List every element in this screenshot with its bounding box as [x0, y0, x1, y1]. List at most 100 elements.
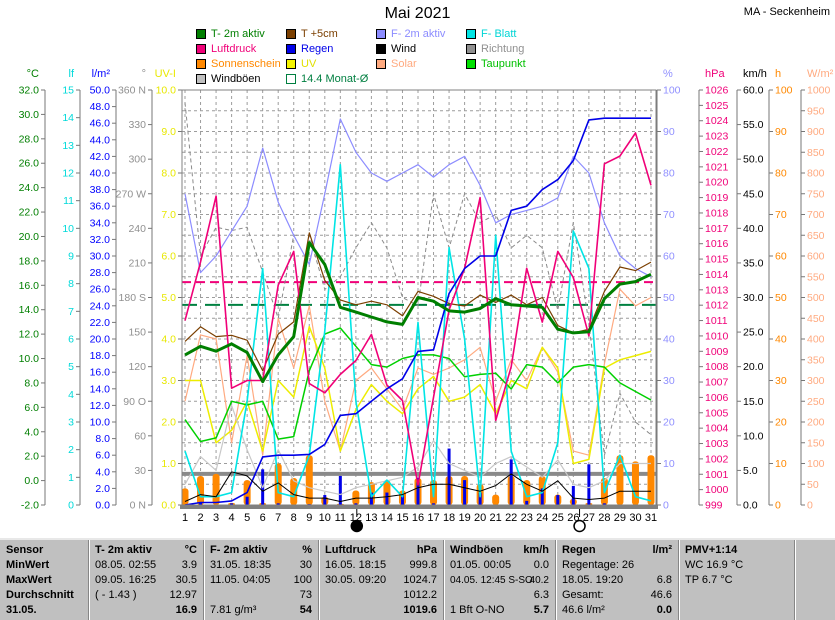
- svg-text:4.0: 4.0: [161, 334, 176, 346]
- svg-text:50: 50: [775, 292, 787, 304]
- svg-text:36.0: 36.0: [90, 201, 111, 213]
- day-label: 31: [645, 512, 657, 524]
- svg-text:0 N: 0 N: [130, 500, 146, 512]
- svg-text:28.0: 28.0: [19, 133, 40, 145]
- day-label: 13: [365, 512, 377, 524]
- table-col-regen: Regen l/m² Regentage: 26 18.05. 19:20 6.8 …: [555, 540, 678, 620]
- svg-text:250: 250: [807, 396, 825, 408]
- max-value: 6.8: [656, 574, 672, 586]
- svg-text:6.0: 6.0: [161, 251, 176, 263]
- day-label: 22: [505, 512, 517, 524]
- svg-text:120: 120: [128, 361, 146, 373]
- svg-text:1011: 1011: [705, 315, 728, 327]
- svg-text:45.0: 45.0: [743, 188, 764, 200]
- svg-text:3: 3: [68, 417, 74, 429]
- bar-sonnenschein: [197, 475, 205, 505]
- axis-unit-lf: lf: [69, 68, 75, 80]
- bar-regen-taeglich: [230, 503, 234, 505]
- cur-value: 5.7: [533, 604, 549, 616]
- corner-label: Sensor: [6, 544, 44, 556]
- legend-swatch-regen: [286, 43, 296, 54]
- sensor-unit: l/m²: [652, 544, 672, 556]
- bar-regen-taeglich: [245, 496, 249, 505]
- svg-text:60: 60: [134, 430, 146, 442]
- svg-text:2.0: 2.0: [95, 483, 110, 495]
- legend-label-luftdruck: Luftdruck: [211, 42, 257, 55]
- day-label: 3: [213, 512, 219, 524]
- min-time: Regentage: 26: [562, 559, 635, 571]
- sensor-name: PMV+1:14: [685, 544, 738, 556]
- svg-text:1020: 1020: [705, 177, 729, 189]
- svg-text:0.0: 0.0: [95, 500, 110, 512]
- svg-text:14.0: 14.0: [90, 383, 111, 395]
- svg-text:1018: 1018: [705, 207, 729, 219]
- day-label: 10: [319, 512, 331, 524]
- series-f-2m: [184, 118, 652, 278]
- bar-regen-taeglich: [587, 464, 591, 505]
- legend-item-fblatt: F- Blatt: [466, 26, 556, 41]
- svg-text:70: 70: [663, 209, 675, 221]
- svg-text:1024: 1024: [705, 115, 729, 127]
- svg-text:50.0: 50.0: [743, 154, 764, 166]
- svg-text:950: 950: [807, 105, 825, 117]
- legend-label-uv: UV: [301, 57, 317, 70]
- bar-sonnenschein: [616, 455, 624, 505]
- legend-label-monatsavg: 14.4 Monat-Ø: [301, 72, 369, 85]
- bar-regen-taeglich: [540, 488, 544, 505]
- svg-text:14: 14: [62, 112, 74, 124]
- row-label-avg: Durchschnitt: [6, 589, 74, 601]
- svg-text:1000: 1000: [705, 484, 729, 496]
- svg-text:12: 12: [62, 168, 74, 180]
- svg-text:150: 150: [807, 437, 825, 449]
- svg-text:42.0: 42.0: [90, 151, 111, 163]
- series-t-2m-aktiv: [184, 241, 652, 384]
- day-label: 9: [306, 512, 312, 524]
- svg-text:20: 20: [663, 417, 675, 429]
- svg-text:0: 0: [68, 500, 74, 512]
- svg-text:6.0: 6.0: [95, 450, 110, 462]
- legend-label-fblatt: F- Blatt: [481, 27, 517, 40]
- svg-text:5.0: 5.0: [161, 292, 176, 304]
- min-value: 3.9: [181, 559, 197, 571]
- svg-text:4.0: 4.0: [24, 426, 39, 438]
- svg-text:0.0: 0.0: [24, 475, 39, 487]
- svg-text:32.0: 32.0: [19, 85, 40, 97]
- legend-swatch-t2m: [196, 28, 206, 39]
- svg-text:0.0: 0.0: [743, 500, 758, 512]
- sensor-name: Windböen: [450, 544, 504, 556]
- bar-sonnenschein: [492, 494, 500, 505]
- bar-regen-taeglich: [199, 502, 203, 505]
- max-time: 30.05. 09:20: [325, 574, 387, 586]
- day-label: 23: [521, 512, 533, 524]
- day-label: 7: [275, 512, 281, 524]
- svg-text:28.0: 28.0: [90, 267, 111, 279]
- svg-text:12.0: 12.0: [19, 329, 40, 341]
- svg-text:240: 240: [128, 223, 146, 235]
- svg-text:30: 30: [663, 375, 675, 387]
- bar-regen-taeglich: [416, 477, 420, 505]
- bar-regen-taeglich: [602, 503, 606, 505]
- new-moon-icon: [350, 519, 364, 533]
- cur-value: 0.0: [656, 604, 672, 616]
- svg-text:24.0: 24.0: [19, 182, 40, 194]
- legend-item-taupunkt: Taupunkt: [466, 56, 556, 71]
- axis-unit-deg: °: [142, 68, 146, 80]
- svg-text:1023: 1023: [705, 131, 729, 143]
- svg-text:1009: 1009: [705, 346, 729, 358]
- svg-text:60: 60: [663, 251, 675, 263]
- max-value: 100: [293, 574, 312, 586]
- svg-text:10.0: 10.0: [156, 85, 177, 97]
- axis-unit-temp: °C: [27, 68, 39, 80]
- svg-text:8.0: 8.0: [24, 377, 39, 389]
- svg-text:1000: 1000: [807, 85, 831, 97]
- cur-value: 1019.6: [403, 604, 437, 616]
- legend-swatch-wind: [376, 43, 386, 54]
- day-label: 25: [552, 512, 564, 524]
- max-time: 11.05. 04:05: [210, 574, 271, 586]
- axis-unit-h: h: [775, 68, 781, 80]
- svg-text:10: 10: [62, 223, 74, 235]
- cur-value: 54: [299, 604, 312, 616]
- day-label: 5: [244, 512, 250, 524]
- svg-text:32.0: 32.0: [90, 234, 111, 246]
